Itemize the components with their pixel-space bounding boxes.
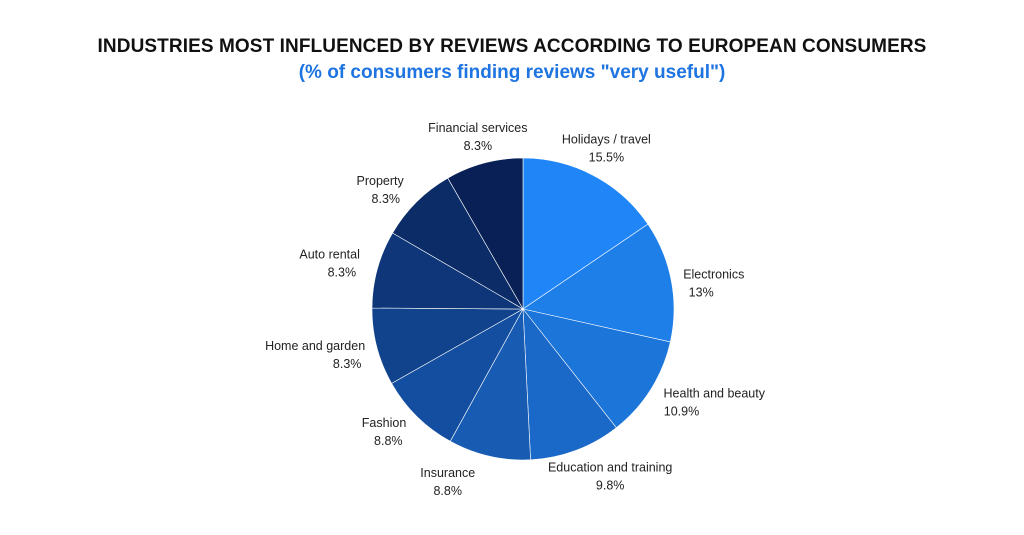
pie-slice [522, 157, 649, 310]
pie-slice [522, 308, 617, 461]
slice-value-label: 8.3% [372, 192, 401, 206]
pie-slice [449, 307, 531, 461]
pie-slice [447, 157, 524, 311]
slice-value-label: 8.3% [333, 357, 362, 371]
slice-value-label: 9.8% [596, 479, 625, 493]
pie-slice [522, 308, 671, 429]
slice-label: Insurance [420, 466, 475, 480]
pie-slice [391, 308, 524, 442]
pie-slice [522, 223, 675, 343]
slice-label: Education and training [548, 461, 672, 475]
slice-label: Home and garden [265, 339, 365, 353]
slice-label: Auto rental [299, 247, 359, 261]
pie-slices [371, 157, 675, 461]
chart-subtitle: (% of consumers finding reviews "very us… [298, 62, 726, 83]
pie-labels: Holidays / travel 15.5% Electronics 13% Heal… [265, 121, 766, 498]
slice-value-label: 8.3% [328, 265, 357, 279]
slice-value-label: 15.5% [589, 151, 624, 165]
slice-value-label: 10.9% [664, 405, 699, 419]
slice-value-label: 8.8% [433, 484, 462, 498]
slice-label: Financial services [428, 121, 527, 135]
slice-value-label: 8.3% [464, 139, 493, 153]
slice-value-label: 13% [689, 285, 714, 299]
slice-label: Holidays / travel [562, 133, 651, 147]
slice-label: Fashion [362, 416, 407, 430]
chart-title: INDUSTRIES MOST INFLUENCED BY REVIEWS AC… [97, 36, 927, 57]
slice-label: Electronics [683, 267, 744, 281]
slice-value-label: 8.8% [374, 434, 403, 448]
slice-label: Health and beauty [664, 387, 766, 401]
slice-label: Property [357, 174, 405, 188]
